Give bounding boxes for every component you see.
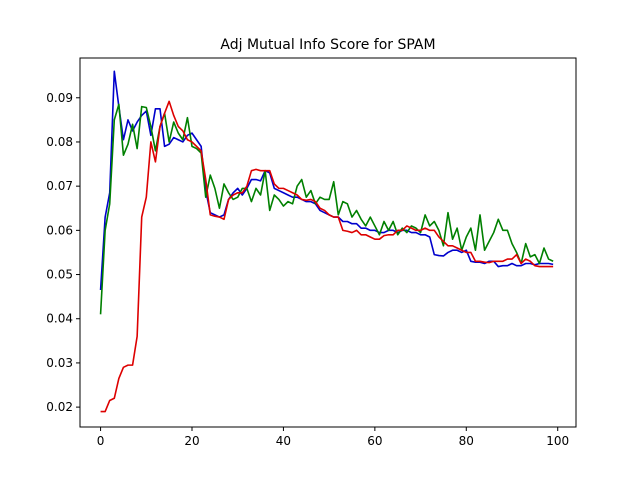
x-tick-label: 60: [367, 434, 382, 448]
y-tick-label: 0.05: [46, 268, 73, 282]
x-tick-label: 40: [276, 434, 291, 448]
y-tick-label: 0.08: [46, 135, 73, 149]
x-tick-label: 80: [459, 434, 474, 448]
axes-frame: [79, 57, 577, 428]
x-tick-label: 0: [97, 434, 105, 448]
y-axis: 0.02 0.03 0.04 0.05 0.06 0.07 0.08 0.09: [46, 91, 80, 414]
y-tick-label: 0.02: [46, 400, 73, 414]
y-tick-label: 0.07: [46, 179, 73, 193]
series-line-3: [100, 100, 554, 413]
x-tick-label: 20: [184, 434, 199, 448]
y-tick-label: 0.03: [46, 356, 73, 370]
x-tick-label: 100: [546, 434, 569, 448]
y-tick-label: 0.06: [46, 223, 73, 237]
chart-title: Adj Mutual Info Score for SPAM: [220, 37, 435, 53]
series-line-2: [99, 103, 554, 315]
y-tick-label: 0.09: [46, 91, 73, 105]
y-tick-label: 0.04: [46, 312, 73, 326]
x-axis: 0 20 40 60 80 100: [97, 427, 569, 448]
plot-area: [99, 70, 554, 413]
